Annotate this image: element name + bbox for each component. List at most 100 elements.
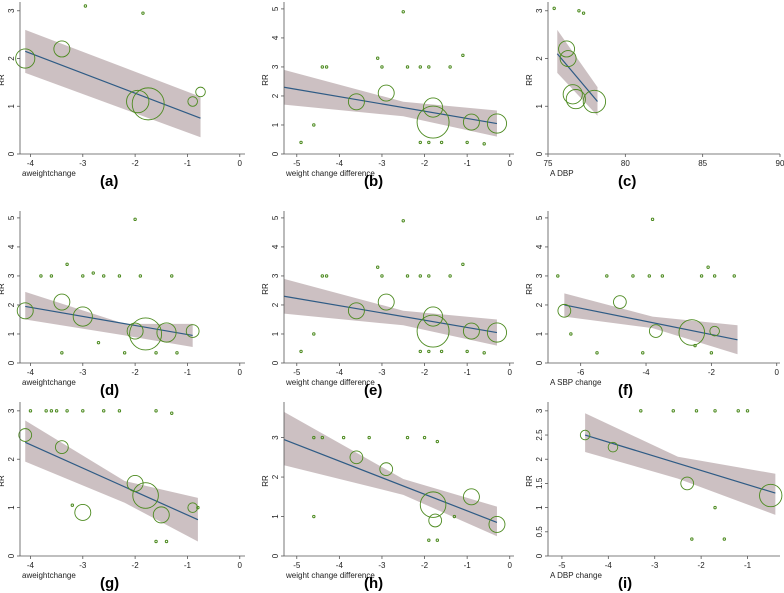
data-point: [427, 65, 431, 69]
y-tick-label: 0: [271, 360, 280, 365]
data-point: [54, 409, 59, 413]
y-tick-label: 0: [271, 151, 280, 156]
y-axis-title: RR: [525, 475, 534, 487]
data-point: [462, 322, 480, 340]
x-tick-label: 0: [508, 368, 513, 377]
panel-label: (a): [100, 173, 118, 190]
data-point: [482, 351, 486, 355]
y-tick-label: 0: [535, 360, 544, 365]
data-point: [312, 514, 316, 519]
x-tick-label: 90: [776, 159, 784, 168]
data-point: [44, 409, 48, 413]
data-point: [16, 302, 34, 320]
panel-label: (d): [100, 382, 119, 399]
confidence-band: [25, 291, 193, 348]
data-point: [312, 123, 316, 127]
data-point: [693, 343, 697, 348]
x-tick-label: -3: [651, 561, 659, 570]
y-tick-label: 2: [271, 302, 280, 307]
data-point: [690, 537, 694, 541]
data-point: [461, 53, 465, 58]
data-point: [170, 274, 174, 278]
data-point: [706, 265, 710, 269]
x-axis-title: weight change difference: [285, 571, 375, 580]
y-axis-title: RR: [261, 475, 270, 487]
y-tick-label: 1: [7, 331, 16, 336]
data-point: [418, 65, 422, 69]
data-point: [312, 435, 316, 440]
x-tick-label: -2: [698, 561, 706, 570]
data-point: [648, 324, 663, 338]
x-tick-label: -3: [378, 159, 386, 168]
data-point: [74, 504, 92, 521]
data-point: [671, 409, 675, 413]
y-tick-label: 3: [7, 273, 16, 278]
y-tick-label: 2: [7, 456, 16, 461]
data-point: [722, 537, 727, 541]
data-point: [126, 89, 150, 114]
data-point: [380, 274, 384, 278]
x-tick-label: -1: [184, 159, 192, 168]
y-axis-title: RR: [0, 74, 6, 86]
data-point: [462, 113, 480, 131]
y-axis-title: RR: [525, 283, 534, 295]
panel-b: -5 -4 -3 -2 -1 0 0 1 2 3 4 5 weight change differenc…: [261, 2, 514, 190]
x-tick-label: -1: [464, 561, 472, 570]
data-point: [367, 435, 371, 440]
y-tick-label: 3: [271, 64, 280, 69]
data-point: [462, 488, 480, 506]
data-point: [156, 322, 177, 343]
data-point: [170, 411, 174, 415]
x-tick-label: -1: [464, 368, 472, 377]
x-tick-label: -3: [378, 368, 386, 377]
x-axis-title: A DBP: [550, 169, 574, 178]
data-point: [401, 10, 405, 14]
x-tick-label: 0: [238, 561, 243, 570]
data-point: [324, 274, 329, 278]
data-point: [448, 274, 452, 278]
y-tick-label: 1: [7, 103, 16, 108]
data-point: [416, 105, 450, 139]
panel-label: (i): [618, 575, 632, 592]
x-tick-label: 0: [508, 561, 513, 570]
data-point: [141, 11, 145, 15]
data-point: [187, 502, 198, 513]
data-point: [81, 409, 85, 413]
y-tick-label: 2: [7, 56, 16, 61]
data-point: [65, 409, 69, 413]
confidence-band: [557, 29, 598, 116]
y-tick-label: 5: [535, 215, 544, 220]
data-point: [713, 409, 717, 413]
data-point: [736, 409, 740, 413]
data-point: [582, 89, 607, 114]
data-point: [713, 505, 717, 510]
y-tick-label: 2: [271, 93, 280, 98]
data-point: [405, 274, 410, 278]
data-point: [349, 450, 364, 465]
data-point: [423, 306, 444, 327]
data-point: [660, 274, 665, 278]
data-point: [138, 274, 143, 278]
y-tick-label: 4: [7, 244, 16, 249]
data-point: [639, 409, 643, 413]
y-tick-label: 4: [271, 35, 280, 40]
data-point: [164, 539, 169, 544]
data-point: [312, 332, 316, 336]
panel-a: -4 -3 -2 -1 0 0 1 2 3 aweightchange RR (a): [0, 2, 245, 190]
data-point: [341, 435, 346, 440]
x-tick-label: -2: [132, 561, 140, 570]
y-tick-label: 0: [535, 151, 544, 156]
data-point: [49, 274, 54, 278]
data-point: [152, 506, 170, 524]
x-tick-label: -4: [642, 368, 650, 377]
x-tick-label: 0: [238, 368, 243, 377]
data-point: [126, 322, 144, 340]
data-point: [759, 483, 783, 508]
x-tick-label: -2: [421, 368, 429, 377]
data-point: [117, 409, 122, 413]
data-point: [577, 9, 581, 13]
data-point: [122, 351, 127, 355]
data-point: [96, 340, 101, 345]
y-axis-title: RR: [0, 475, 6, 487]
fitted-line: [283, 295, 498, 334]
